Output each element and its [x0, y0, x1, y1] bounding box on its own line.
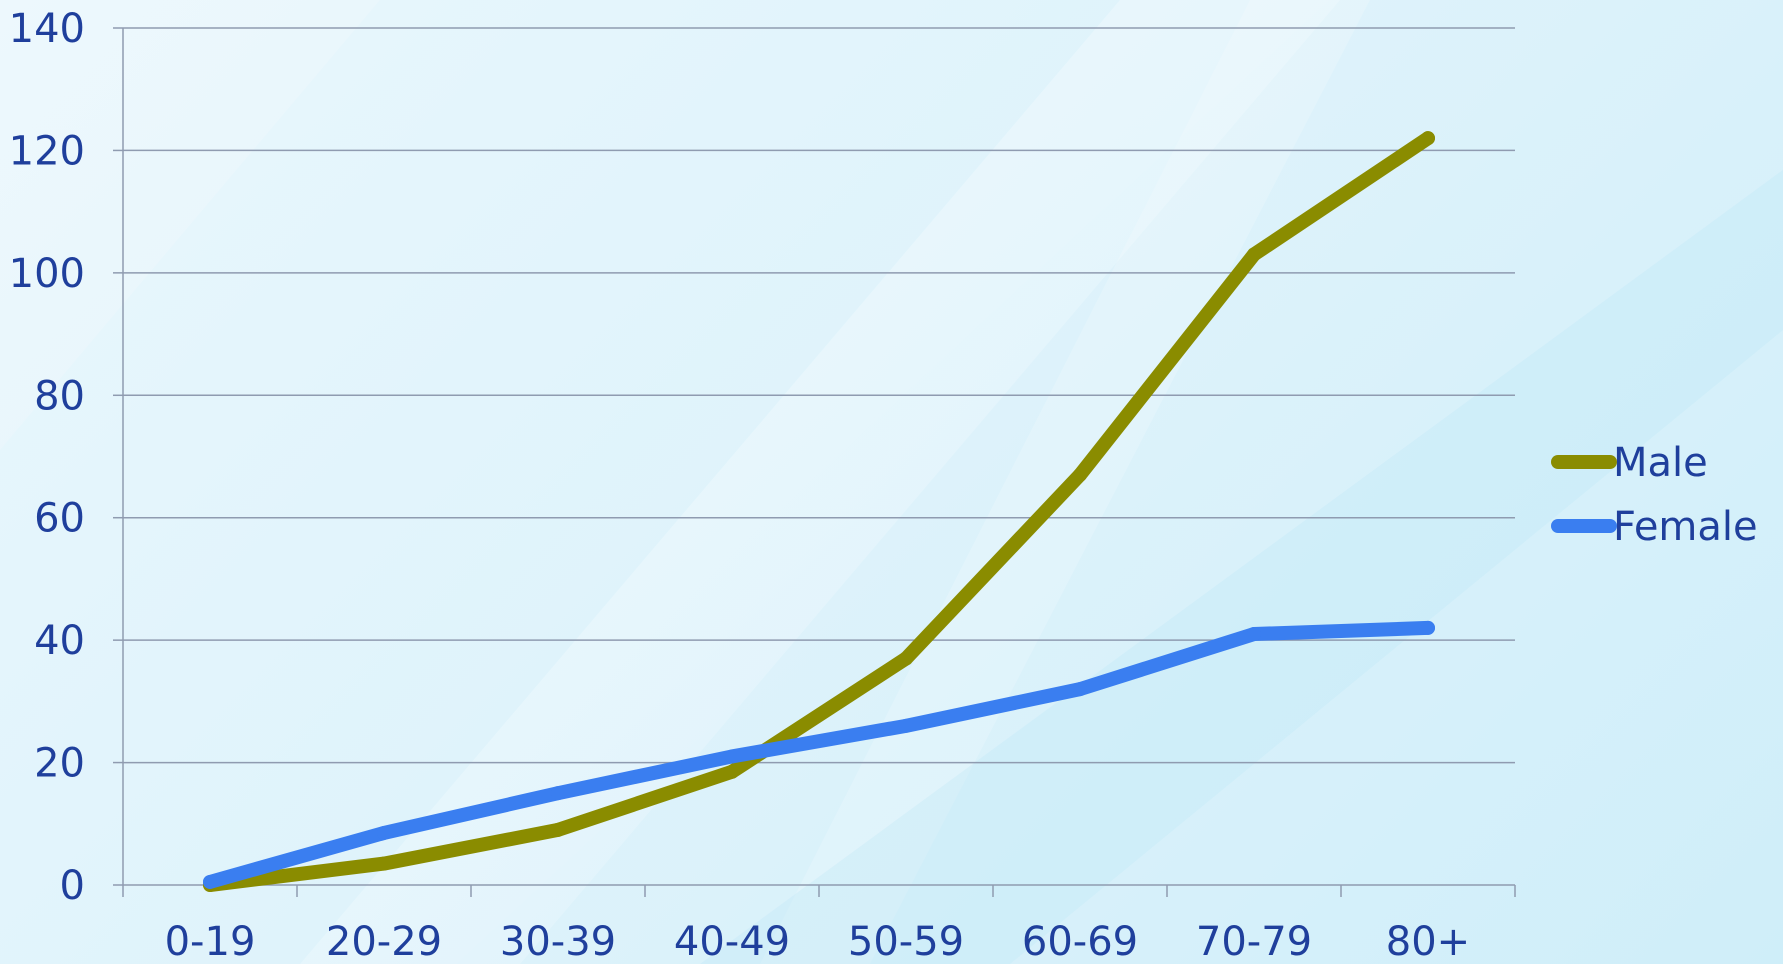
y-tick-label: 0 [60, 863, 85, 909]
x-tick-label: 50-59 [848, 919, 964, 964]
x-tick-label: 80+ [1386, 919, 1470, 964]
data-point-female [551, 786, 565, 801]
grid-lines [123, 27, 1515, 764]
x-tick-label: 40-49 [674, 919, 790, 964]
data-point-male [899, 651, 913, 666]
data-point-female [1073, 682, 1087, 697]
x-tick-label: 30-39 [500, 919, 616, 964]
x-tick-label: 0-19 [165, 919, 256, 964]
x-tick-label: 60-69 [1022, 919, 1138, 964]
y-axis-tick-labels: 0 20 40 60 80 100 120 140 [9, 6, 85, 909]
series-line-male [203, 131, 1435, 892]
data-point-female [377, 825, 391, 840]
y-tick-label: 100 [9, 251, 85, 297]
x-axis-tick-labels: 0-19 20-29 30-39 40-49 50-59 60-69 70-79 80+ [165, 919, 1471, 964]
data-point-male [725, 764, 739, 779]
data-point-female [1421, 620, 1435, 635]
data-point-male [1421, 131, 1435, 146]
data-point-male [551, 822, 565, 837]
data-point-male [377, 856, 391, 871]
data-point-male [1247, 247, 1261, 262]
x-tick-label: 70-79 [1196, 919, 1312, 964]
y-tick-label: 120 [9, 128, 85, 174]
y-tick-label: 40 [34, 618, 85, 664]
data-point-male [1073, 467, 1087, 482]
y-tick-label: 140 [9, 6, 85, 52]
data-point-female [899, 718, 913, 733]
axes [113, 27, 1516, 897]
series-line-female [203, 620, 1435, 889]
data-point-female [725, 749, 739, 764]
x-tick-label: 20-29 [326, 919, 442, 964]
data-point-female [1247, 627, 1261, 642]
series-lines [203, 131, 1435, 892]
data-point-female [203, 874, 217, 889]
y-tick-label: 20 [34, 741, 85, 787]
legend-label-female: Female [1613, 504, 1758, 550]
y-tick-label: 80 [34, 373, 85, 419]
y-tick-label: 60 [34, 496, 85, 542]
legend-label-male: Male [1613, 440, 1708, 486]
legend: Male Female [1551, 440, 1758, 550]
